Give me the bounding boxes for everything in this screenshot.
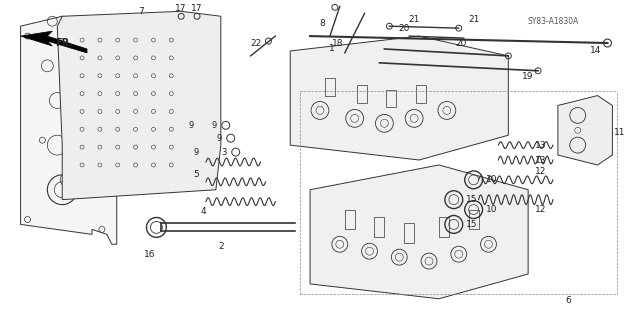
Text: 2: 2 [218, 242, 224, 251]
Bar [439, 218, 449, 237]
Polygon shape [290, 36, 508, 160]
Polygon shape [21, 31, 87, 53]
Text: FR.: FR. [55, 38, 73, 48]
Text: 1: 1 [329, 44, 335, 53]
Text: 20: 20 [455, 38, 466, 48]
Text: 15: 15 [466, 220, 477, 229]
Text: 20: 20 [399, 24, 410, 33]
Text: 8: 8 [319, 19, 325, 28]
Text: 10: 10 [486, 175, 497, 184]
Text: 18: 18 [332, 38, 344, 48]
Text: 12: 12 [535, 167, 547, 176]
Text: 10: 10 [486, 205, 497, 214]
Text: 9: 9 [216, 134, 221, 143]
Text: 12: 12 [535, 205, 547, 214]
Text: 13: 13 [535, 156, 547, 164]
Text: 3: 3 [221, 148, 226, 156]
Text: 6: 6 [565, 296, 571, 305]
Text: 7: 7 [138, 7, 144, 16]
Text: 19: 19 [523, 72, 534, 81]
Text: 9: 9 [211, 121, 217, 130]
Text: 15: 15 [466, 195, 477, 204]
Text: 16: 16 [143, 250, 155, 259]
Bar [469, 210, 478, 229]
Bar [416, 85, 426, 102]
Text: 21: 21 [468, 15, 479, 24]
Text: 17: 17 [176, 4, 187, 13]
Polygon shape [558, 96, 612, 165]
Text: SY83-A1830A: SY83-A1830A [527, 17, 579, 26]
Text: 4: 4 [200, 207, 206, 216]
Bar [325, 78, 335, 96]
Text: 21: 21 [408, 15, 420, 24]
Text: 13: 13 [535, 140, 547, 150]
Text: 22: 22 [250, 38, 261, 48]
Bar [356, 85, 367, 102]
Polygon shape [310, 165, 528, 299]
Bar [344, 210, 355, 229]
Polygon shape [58, 11, 221, 200]
Polygon shape [21, 16, 117, 244]
Bar [375, 218, 384, 237]
Bar [404, 223, 414, 243]
Text: 5: 5 [193, 170, 199, 180]
Text: 9: 9 [188, 121, 194, 130]
Bar [386, 90, 396, 108]
Text: 17: 17 [191, 4, 203, 13]
Text: 14: 14 [590, 46, 601, 55]
Text: 11: 11 [614, 128, 625, 137]
Text: 9: 9 [193, 148, 198, 156]
